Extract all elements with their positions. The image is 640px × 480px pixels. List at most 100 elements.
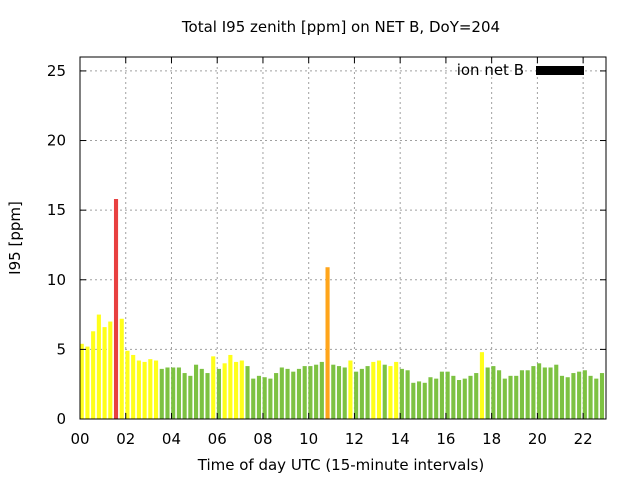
bar xyxy=(468,375,473,419)
bar xyxy=(508,375,513,419)
bar xyxy=(80,343,84,419)
bar xyxy=(159,368,164,419)
bar xyxy=(519,370,525,419)
bar xyxy=(376,360,382,419)
x-tick-label: 16 xyxy=(436,430,455,448)
bar xyxy=(582,370,587,419)
bar xyxy=(502,378,507,419)
bar xyxy=(251,378,256,419)
bar xyxy=(199,368,204,419)
bar xyxy=(565,377,570,419)
x-tick-label: 06 xyxy=(208,430,227,448)
x-tick-label: 00 xyxy=(70,430,89,448)
y-tick-label: 5 xyxy=(56,340,66,358)
bar xyxy=(142,361,147,419)
bar xyxy=(342,367,347,419)
bar xyxy=(451,375,456,419)
bar xyxy=(559,375,565,419)
bar xyxy=(96,314,101,419)
bar xyxy=(131,354,136,419)
bar xyxy=(291,371,296,419)
bar xyxy=(548,367,553,419)
bar xyxy=(148,359,153,419)
bar xyxy=(91,331,96,419)
bar xyxy=(285,368,290,419)
bar xyxy=(599,373,605,419)
bar xyxy=(319,361,324,419)
bar xyxy=(296,368,302,419)
y-tick-label: 10 xyxy=(47,271,66,289)
bar xyxy=(176,367,181,419)
bar xyxy=(382,364,387,419)
bar xyxy=(165,367,170,419)
bar xyxy=(136,360,141,419)
bar xyxy=(325,267,330,419)
bar xyxy=(234,361,239,419)
bar xyxy=(428,377,433,419)
y-tick-label: 20 xyxy=(47,132,66,150)
bar xyxy=(422,382,427,419)
bar xyxy=(394,361,399,419)
bar xyxy=(531,366,536,419)
bar xyxy=(479,352,484,419)
bar xyxy=(457,380,462,419)
bar xyxy=(405,370,410,419)
chart-title: Total I95 zenith [ppm] on NET B, DoY=204 xyxy=(181,18,500,36)
bar xyxy=(102,327,107,419)
bar xyxy=(537,363,542,419)
bar xyxy=(194,364,199,419)
y-tick-label: 25 xyxy=(47,62,66,80)
bar xyxy=(542,367,547,419)
bar xyxy=(119,318,124,419)
x-tick-label: 22 xyxy=(574,430,593,448)
bar xyxy=(359,368,364,419)
bar xyxy=(302,366,307,419)
bar xyxy=(491,366,496,419)
plot-frame xyxy=(79,56,607,420)
bar xyxy=(182,373,187,419)
y-axis-label: I95 [ppm] xyxy=(6,201,24,275)
bar xyxy=(571,373,576,419)
bar xyxy=(514,375,519,419)
bar xyxy=(205,373,210,419)
bar xyxy=(125,350,130,419)
bar xyxy=(228,354,233,419)
legend-swatch xyxy=(536,66,584,75)
x-tick-label: 20 xyxy=(528,430,547,448)
legend: ion net B xyxy=(457,61,584,79)
bar xyxy=(439,371,444,419)
bar xyxy=(354,371,359,419)
x-tick-labels: 00 02 04 06 08 10 12 14 16 18 20 22 xyxy=(70,430,592,448)
bar xyxy=(85,346,90,419)
x-tick-label: 10 xyxy=(299,430,318,448)
bar xyxy=(113,199,119,419)
bar xyxy=(331,364,336,419)
bar xyxy=(594,378,599,419)
bar xyxy=(188,375,193,419)
bar xyxy=(171,367,176,419)
x-tick-label: 12 xyxy=(345,430,364,448)
x-tick-label: 02 xyxy=(116,430,135,448)
bar xyxy=(525,370,530,419)
bar xyxy=(388,366,393,419)
bar xyxy=(274,373,279,419)
x-axis-label: Time of day UTC (15-minute intervals) xyxy=(197,456,484,474)
bar xyxy=(462,378,467,419)
bar xyxy=(336,366,342,419)
bar xyxy=(239,360,244,419)
bar xyxy=(314,364,319,419)
x-tick-label: 14 xyxy=(391,430,410,448)
bar xyxy=(308,366,313,419)
bar xyxy=(256,375,262,419)
bar xyxy=(153,360,159,419)
bar xyxy=(365,366,370,419)
bar xyxy=(445,371,450,419)
bar xyxy=(108,321,113,419)
bar xyxy=(399,368,404,419)
y-tick-label: 15 xyxy=(47,201,66,219)
bar xyxy=(371,361,376,419)
bar xyxy=(416,381,422,419)
bar xyxy=(222,363,227,419)
bar xyxy=(588,375,593,419)
bar xyxy=(348,360,353,419)
